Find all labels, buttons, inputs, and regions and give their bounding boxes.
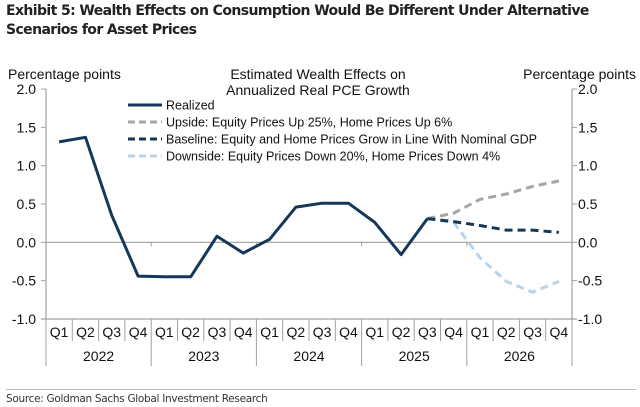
x-tick-label-quarter: Q3 [313,324,332,340]
y-tick-label-left: 2.0 [17,81,37,97]
y-tick-label-right: -0.5 [578,273,602,289]
y-tick-label-left: 1.5 [17,119,37,135]
x-tick-label-quarter: Q1 [471,324,490,340]
y-tick-label-left: 0.5 [17,196,37,212]
x-tick-label-quarter: Q1 [155,324,174,340]
x-tick-label-year: 2022 [83,348,114,364]
x-tick-label-quarter: Q4 [129,324,148,340]
x-tick-label-quarter: Q3 [523,324,542,340]
y-axis-label-left: Percentage points [8,66,121,82]
y-tick-label-left: -0.5 [12,273,36,289]
x-tick-label-quarter: Q3 [208,324,227,340]
x-tick-label-year: 2023 [188,348,219,364]
source-note: Source: Goldman Sachs Global Investment … [6,393,268,405]
y-tick-label-right: 2.0 [578,81,598,97]
x-tick-label-quarter: Q3 [102,324,121,340]
x-tick-label-year: 2026 [504,348,535,364]
chart-title-line: Estimated Wealth Effects on [230,66,405,82]
y-tick-label-right: -1.0 [578,311,602,327]
legend-label-downside: Downside: Equity Prices Down 20%, Home P… [166,150,500,164]
y-tick-label-left: 0.0 [17,234,37,250]
source-divider [6,389,636,390]
series-line-baseline [427,217,560,234]
exhibit-title: Exhibit 5: Wealth Effects on Consumption… [6,3,589,38]
x-tick-label-quarter: Q4 [234,324,253,340]
y-axis-label-right: Percentage points [523,66,636,82]
y-tick-label-left: 1.0 [17,158,37,174]
x-tick-label-quarter: Q3 [418,324,437,340]
x-tick-label-quarter: Q1 [365,324,384,340]
x-tick-label-quarter: Q1 [50,324,69,340]
x-tick-label-quarter: Q1 [260,324,279,340]
legend-label-baseline: Baseline: Equity and Home Prices Grow in… [166,133,537,147]
x-tick-label-quarter: Q2 [76,324,95,340]
y-tick-label-right: 1.5 [578,119,598,135]
x-tick-label-quarter: Q2 [287,324,306,340]
series-line-upside [427,179,560,221]
x-tick-label-quarter: Q2 [497,324,516,340]
chart-title-line: Annualized Real PCE Growth [226,82,410,98]
x-tick-label-year: 2025 [399,348,430,364]
y-tick-label-right: 0.0 [578,234,598,250]
series-line-realized [58,135,429,279]
x-tick-label-quarter: Q4 [550,324,569,340]
x-tick-label-quarter: Q2 [392,324,411,340]
legend-label-upside: Upside: Equity Prices Up 25%, Home Price… [166,116,452,130]
x-tick-label-quarter: Q4 [444,324,463,340]
x-tick-label-quarter: Q2 [181,324,200,340]
series-line-downside [427,217,560,294]
x-tick-label-quarter: Q4 [339,324,358,340]
y-tick-label-left: -1.0 [12,311,36,327]
legend-label-realized: Realized [166,99,215,113]
y-tick-label-right: 0.5 [578,196,598,212]
x-tick-label-year: 2024 [293,348,324,364]
y-tick-label-right: 1.0 [578,158,598,174]
